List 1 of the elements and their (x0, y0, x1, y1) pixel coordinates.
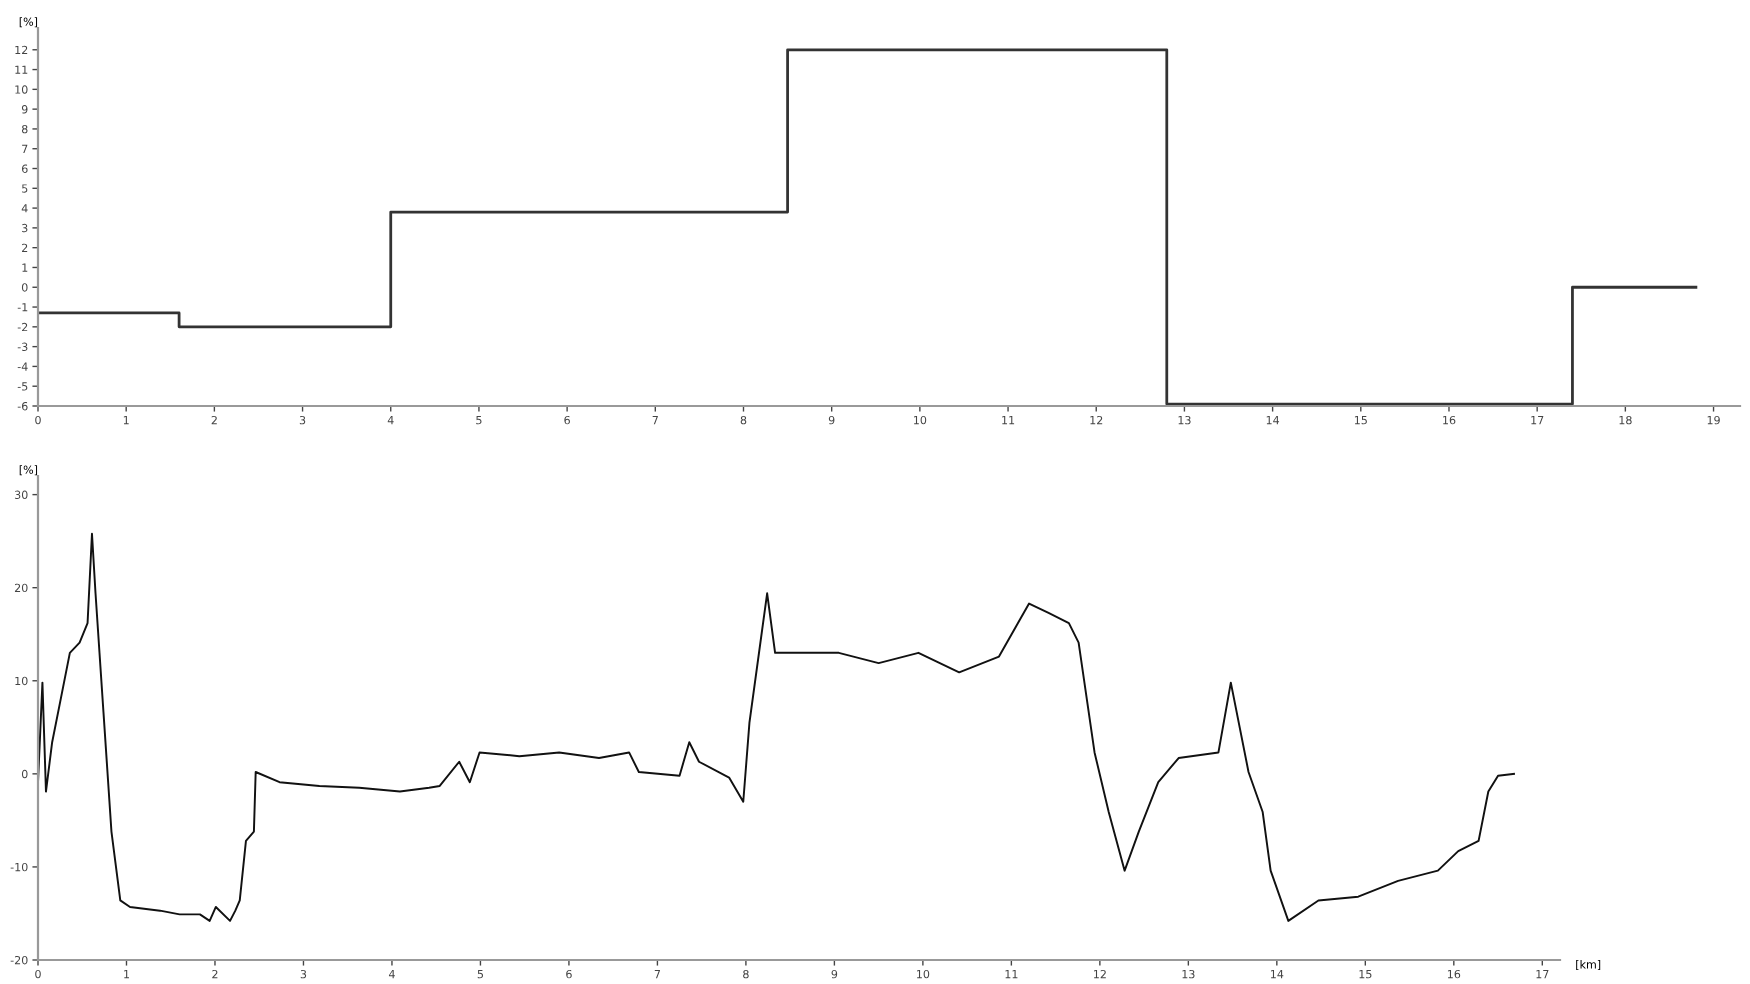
line-series (38, 532, 1515, 922)
